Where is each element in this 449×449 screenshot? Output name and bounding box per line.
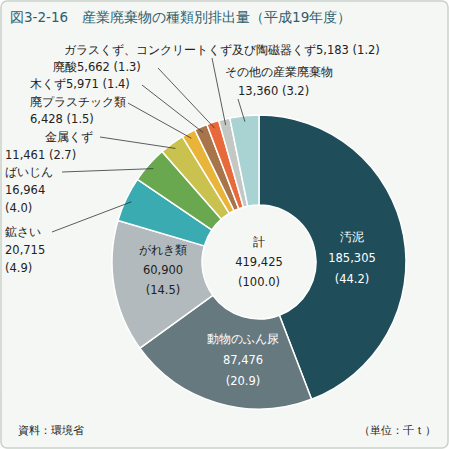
slice xyxy=(230,115,259,206)
value-label: 13,360 xyxy=(238,84,278,98)
value-label: 16,964 xyxy=(5,183,45,197)
percent-label: (4.0) xyxy=(5,201,32,215)
data-label: (44.2) xyxy=(335,272,370,286)
percent-label: (1.2) xyxy=(349,43,380,57)
percent-label: (4.9) xyxy=(5,261,32,275)
data-label: 11,461 (2.7) xyxy=(5,148,76,162)
data-label: その他の産業廃棄物 xyxy=(225,65,333,79)
data-label: 金属くず xyxy=(45,130,93,144)
leader-line xyxy=(52,202,132,232)
value-label: 87,476 xyxy=(223,353,263,367)
category-label: ガラスくず、コンクリートくず及び陶磁器くず xyxy=(64,43,316,57)
category-label: ばいじん xyxy=(5,165,53,179)
source: 資料：環境省 xyxy=(18,424,84,437)
data-label: 汚泥 xyxy=(340,230,364,244)
percent-label: (2.7) xyxy=(45,148,76,162)
data-label: 20,715 xyxy=(5,243,45,257)
percent-label: (20.9) xyxy=(226,374,261,388)
category-label: 廃プラスチック類 xyxy=(30,95,126,109)
value-label: 5,662 xyxy=(77,60,110,74)
percent-label: (44.2) xyxy=(335,272,370,286)
category-label: 金属くず xyxy=(45,130,93,144)
total-label: 計 xyxy=(253,235,265,249)
frame xyxy=(1,1,448,448)
value-label: 5,183 xyxy=(316,43,349,57)
data-label: (20.9) xyxy=(226,374,261,388)
data-label: 16,964 xyxy=(5,183,45,197)
slices xyxy=(112,115,406,409)
data-label: ばいじん xyxy=(5,165,53,179)
leader-line xyxy=(62,169,153,172)
data-label: がれき類 xyxy=(139,243,187,257)
value-label: 11,461 xyxy=(5,148,45,162)
category-label: 鉱さい xyxy=(5,225,41,239)
data-label: 13,360 (3.2) xyxy=(238,84,309,98)
percent-label: (1.4) xyxy=(99,77,130,91)
total-label: (100.0) xyxy=(238,275,280,289)
category-label: 動物のふん尿 xyxy=(207,332,279,346)
data-label: 廃プラスチック類 xyxy=(30,95,126,109)
leader-line xyxy=(158,68,215,128)
category-label: がれき類 xyxy=(139,243,187,257)
data-label: 廃酸5,662 (1.3) xyxy=(53,60,141,74)
value-label: 185,305 xyxy=(328,251,376,265)
leader-line xyxy=(128,103,191,138)
data-label: ガラスくず、コンクリートくず及び陶磁器くず5,183 (1.2) xyxy=(64,43,380,57)
data-label: (14.5) xyxy=(146,283,181,297)
labels: 汚泥 185,305 (44.2) 動物のふん尿 87,476 (20.9) がれき類 60,… xyxy=(5,43,380,388)
data-label: 6,428 (1.5) xyxy=(30,112,94,126)
value-label: 60,900 xyxy=(143,263,183,277)
data-label: 木くず5,971 (1.4) xyxy=(30,77,130,91)
percent-label: (3.2) xyxy=(278,84,309,98)
total-label: 419,425 xyxy=(235,255,283,269)
data-label: 87,476 xyxy=(223,353,263,367)
data-label: 60,900 xyxy=(143,263,183,277)
data-label: 185,305 xyxy=(328,251,376,265)
leader-line xyxy=(142,85,203,133)
data-label: 鉱さい xyxy=(5,225,41,239)
data-label: 動物のふん尿 xyxy=(207,332,279,346)
percent-label: (1.3) xyxy=(110,60,141,74)
unit: （単位：千ｔ） xyxy=(359,424,436,437)
leader-line xyxy=(100,137,175,148)
percent-label: (1.5) xyxy=(63,112,94,126)
percent-label: (14.5) xyxy=(146,283,181,297)
title: 図3-2-16 産業廃棄物の種類別排出量（平成19年度） xyxy=(10,9,351,25)
category-label: 木くず xyxy=(30,77,66,91)
category-label: 廃酸 xyxy=(53,60,77,74)
value-label: 6,428 xyxy=(30,112,63,126)
leader-line xyxy=(212,58,226,125)
value-label: 5,971 xyxy=(66,77,99,91)
leader-line xyxy=(238,99,245,122)
data-label: (4.9) xyxy=(5,261,32,275)
chart: 図3-2-16 産業廃棄物の種類別排出量（平成19年度） 汚泥 185,305 (44… xyxy=(0,0,449,449)
category-label: その他の産業廃棄物 xyxy=(225,65,333,79)
category-label: 汚泥 xyxy=(340,230,364,244)
data-label: (4.0) xyxy=(5,201,32,215)
value-label: 20,715 xyxy=(5,243,45,257)
